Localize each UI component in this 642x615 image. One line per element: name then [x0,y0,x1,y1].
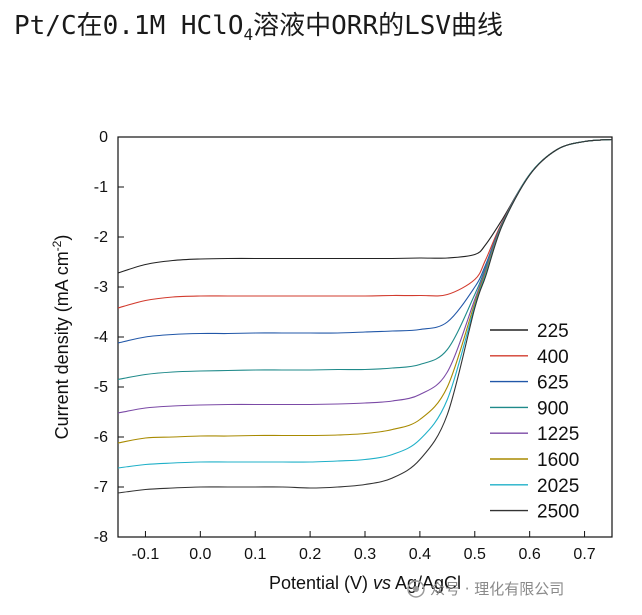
x-tick-label: 0.0 [189,546,211,563]
legend-label: 1225 [537,424,579,445]
x-axis-label-part-a: Potential (V) [269,573,373,593]
chart-title-subscript: 4 [244,25,254,44]
y-tick-label: -4 [94,329,108,346]
y-tick-labels: 0 -1 -2 -3 -4 -5 -6 -7 -8 [94,129,108,546]
legend-label: 2500 [537,502,579,523]
x-tick-label: 0.5 [464,546,486,563]
chart-title-main: Pt/C在0.1M HClO [14,11,244,41]
y-tick-label: -1 [94,179,108,196]
x-tick-label: -0.1 [132,546,160,563]
y-axis-label-superscript: -2 [50,240,64,251]
x-tick-label: 0.4 [409,546,431,563]
y-tick-label: -2 [94,229,108,246]
watermark-logo-icon [407,580,425,598]
watermark-text: 众号 · 理化有限公司 [430,580,564,598]
x-tick-labels: -0.1 0.0 0.1 0.2 0.3 0.4 0.5 0.6 0.7 [132,546,596,563]
x-tick-label: 0.2 [299,546,321,563]
x-tick-label: 0.6 [519,546,541,563]
series-lines [117,138,613,494]
series-line-2500 [117,138,613,494]
watermark: 众号 · 理化有限公司 [407,580,564,598]
chart-title-rest: 溶液中ORR的LSV曲线 [253,11,503,41]
legend-label: 900 [537,398,569,419]
x-tick-label: 0.3 [354,546,376,563]
watermark-logo-dot-icon [413,586,419,592]
x-tick-label: 0.7 [573,546,595,563]
series-line-225 [117,138,613,274]
legend-label: 1600 [537,450,579,471]
y-tick-label: -7 [94,479,108,496]
y-axis-label: Current density (mA cm-2) [50,235,72,440]
tick-marks [118,136,586,538]
y-tick-label: -5 [94,379,108,396]
chart-title: Pt/C在0.1M HClO4溶液中ORR的LSV曲线 [14,11,503,44]
y-tick-label: 0 [99,129,108,146]
x-axis-label-italic: vs [373,573,391,593]
series-line-625 [117,138,613,344]
legend-label: 225 [537,321,569,342]
y-tick-label: -6 [94,429,108,446]
y-tick-label: -3 [94,279,108,296]
y-tick-label: -8 [94,529,108,546]
legend-label: 2025 [537,476,579,497]
y-axis-label-part-a: Current density (mA cm [52,251,72,439]
y-axis-label-part-c: ) [52,235,72,241]
legend-label: 400 [537,347,569,368]
legend-label: 625 [537,373,569,394]
legend: 225 400 625 900 1225 1600 2025 2500 [490,321,579,523]
x-tick-label: 0.1 [244,546,266,563]
